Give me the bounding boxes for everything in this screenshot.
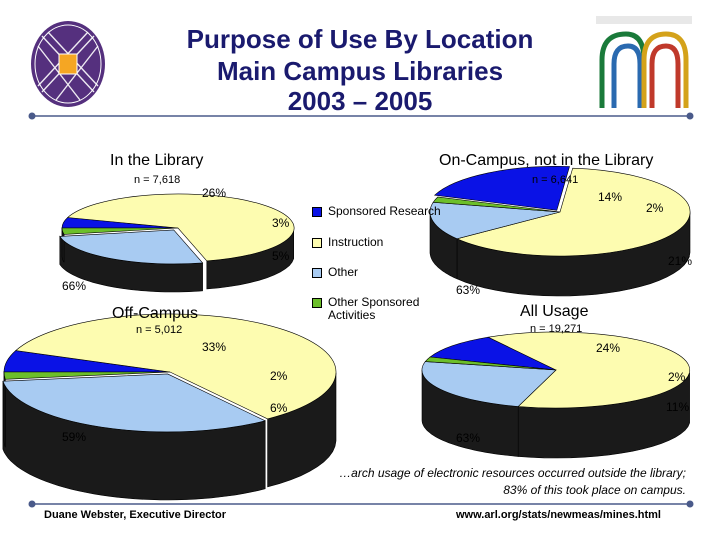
pie-slice-in-library-other-sponsored (61, 227, 179, 235)
pie-slice-all-usage-other (421, 361, 557, 407)
pie-slice-all-usage-other-sponsored (424, 356, 557, 371)
data-label-all-usage-other: 24% (596, 341, 621, 355)
chart-title-all-usage: All Usage (520, 303, 589, 320)
pie-in-library (59, 193, 295, 293)
chart-n-off-campus: n = 5,012 (136, 324, 183, 336)
data-label-off-campus-other-sponsored: 2% (270, 369, 288, 383)
pie-slice-on-campus-other-sponsored (432, 196, 561, 213)
pie-off-campus (2, 313, 337, 501)
legend-label-other-sponsored-activities: Other Sponsored Activities (328, 295, 420, 322)
chart-title-in-library: In the Library (110, 152, 204, 169)
data-label-off-campus-instruction: 59% (62, 430, 87, 444)
data-label-on-campus-sponsored-research: 21% (668, 254, 693, 268)
pie-slice-in-library-other (59, 229, 204, 265)
data-label-on-campus-instruction: 63% (456, 283, 481, 297)
legend: Sponsored Research Instruction Other Oth… (312, 205, 462, 325)
data-label-on-campus-other: 14% (598, 190, 623, 204)
pie-slice-off-campus-other-sponsored (3, 371, 171, 380)
footnote-line-1: …arch usage of electronic resources occu… (339, 466, 686, 480)
legend-swatch-instruction (312, 238, 322, 248)
pie-slice-in-library-instruction (66, 193, 295, 262)
data-label-all-usage-sponsored-research: 11% (666, 400, 690, 414)
footer-url-link[interactable]: www.arl.org/stats/newmeas/mines.html (456, 509, 661, 521)
data-label-in-library-other: 26% (202, 186, 227, 200)
pie-slice-all-usage-sponsored-research (429, 336, 557, 371)
slide-title-line-2: Main Campus Libraries (216, 56, 504, 86)
pie-on-campus (429, 166, 691, 297)
data-label-all-usage-instruction: 63% (456, 431, 481, 445)
data-label-all-usage-other-sponsored: 2% (668, 370, 686, 384)
pie-slice-on-campus-sponsored-research (433, 166, 570, 211)
title-rule (28, 112, 694, 120)
chart-title-on-campus: On-Campus, not in the Library (439, 152, 654, 169)
data-label-in-library-sponsored-research: 5% (272, 249, 290, 263)
legend-swatch-other (312, 268, 322, 278)
slide-title-line-3: 2003 – 2005 (287, 86, 433, 116)
footnote-line-2: 83% of this took place on campus. (503, 483, 686, 497)
left-seal-logo (31, 21, 105, 107)
pie-slice-on-campus-instruction (456, 167, 691, 257)
legend-label-sponsored-research: Sponsored Research (328, 204, 441, 218)
data-label-on-campus-other-sponsored: 2% (646, 201, 664, 215)
data-label-in-library-instruction: 66% (62, 279, 87, 293)
pie-slice-off-campus-other (2, 373, 267, 433)
pie-all-usage (421, 331, 691, 459)
legend-label-other: Other (328, 265, 359, 279)
footer-presenter: Duane Webster, Executive Director (44, 509, 226, 521)
data-label-off-campus-sponsored-research: 6% (270, 401, 288, 415)
legend-swatch-sponsored-research (312, 207, 322, 217)
right-arches-logo (596, 16, 692, 108)
chart-n-in-library: n = 7,618 (134, 174, 181, 186)
chart-n-on-campus: n = 6,641 (532, 174, 579, 186)
data-label-off-campus-other: 33% (202, 340, 227, 354)
chart-title-off-campus: Off-Campus (112, 305, 198, 322)
slide-title-line-1: Purpose of Use By Location (186, 24, 534, 54)
legend-swatch-other-sponsored-activities (312, 298, 322, 308)
pie-slice-all-usage-instruction (487, 331, 691, 409)
pie-slice-on-campus-other (429, 201, 561, 240)
legend-label-instruction: Instruction (328, 235, 384, 249)
pie-slice-off-campus-instruction (15, 313, 337, 420)
footer-rule (28, 500, 694, 508)
data-label-in-library-other-sponsored: 3% (272, 216, 290, 230)
chart-n-all-usage: n = 19,271 (530, 323, 583, 335)
